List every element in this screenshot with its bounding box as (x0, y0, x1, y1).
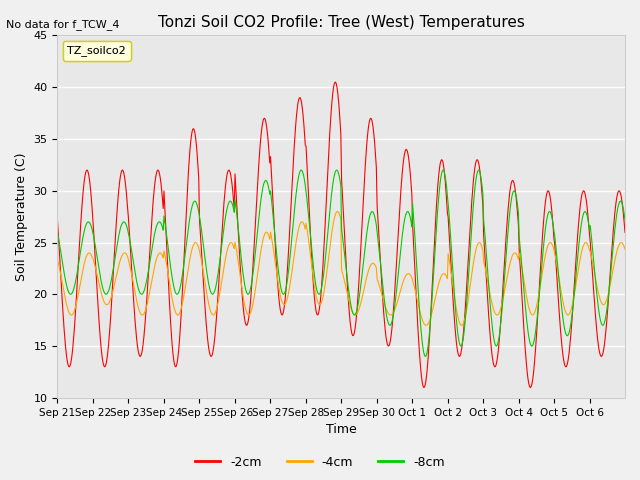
-4cm (433, 290, 440, 296)
Title: Tonzi Soil CO2 Profile: Tree (West) Temperatures: Tonzi Soil CO2 Profile: Tree (West) Temp… (158, 15, 525, 30)
-2cm (253, 201, 260, 206)
-2cm (621, 229, 629, 235)
-8cm (120, 219, 128, 225)
-4cm (458, 323, 465, 328)
Legend: TZ_soilco2: TZ_soilco2 (63, 41, 131, 60)
-2cm (54, 216, 61, 222)
-2cm (225, 168, 232, 173)
-4cm (274, 279, 282, 285)
-2cm (401, 151, 408, 157)
-8cm (433, 228, 440, 233)
Text: No data for f_TCW_4: No data for f_TCW_4 (6, 19, 120, 30)
Line: -4cm: -4cm (58, 212, 625, 325)
-4cm (54, 257, 61, 263)
-2cm (527, 384, 534, 390)
-8cm (421, 354, 429, 360)
-8cm (225, 201, 232, 207)
-4cm (621, 246, 629, 252)
-8cm (274, 264, 282, 269)
Line: -8cm: -8cm (58, 170, 625, 357)
-8cm (621, 217, 629, 223)
Line: -2cm: -2cm (58, 82, 625, 387)
-4cm (333, 209, 341, 215)
-8cm (54, 230, 61, 236)
-4cm (120, 250, 128, 256)
-4cm (401, 276, 408, 281)
-2cm (274, 284, 282, 290)
Legend: -2cm, -4cm, -8cm: -2cm, -4cm, -8cm (190, 451, 450, 474)
-2cm (433, 205, 440, 211)
-8cm (400, 222, 408, 228)
-4cm (253, 279, 260, 285)
-4cm (225, 243, 232, 249)
Y-axis label: Soil Temperature (C): Soil Temperature (C) (15, 152, 28, 281)
-8cm (475, 167, 483, 173)
-2cm (331, 79, 339, 85)
-2cm (120, 171, 128, 177)
X-axis label: Time: Time (326, 423, 356, 436)
-8cm (253, 239, 260, 244)
